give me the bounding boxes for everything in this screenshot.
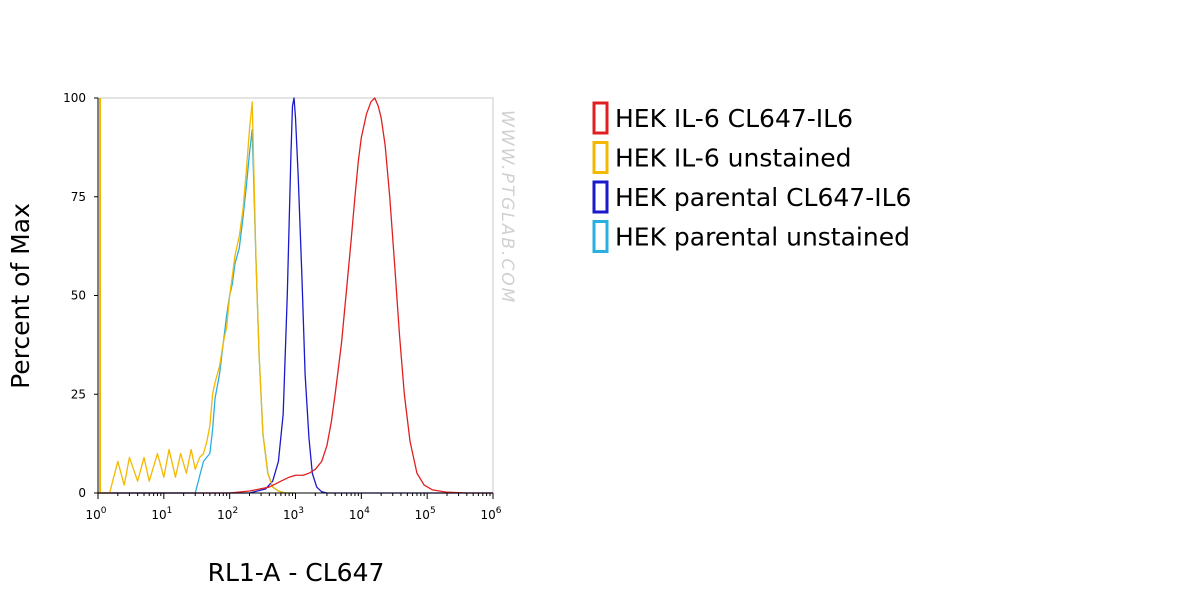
x-tick-label: 103 bbox=[283, 506, 304, 522]
axis-layer bbox=[97, 98, 493, 494]
legend-label: HEK IL-6 unstained bbox=[615, 144, 852, 173]
x-tick-base: 10 bbox=[217, 508, 232, 522]
y-tick-label: 75 bbox=[71, 190, 86, 204]
x-tick-layer: 100 101 102 103 104 105 106 bbox=[85, 493, 502, 522]
x-tick-exponent: 5 bbox=[430, 506, 436, 516]
series-line-0 bbox=[98, 97, 493, 494]
legend-swatch bbox=[592, 141, 609, 174]
x-tick-exponent: 1 bbox=[167, 506, 173, 516]
y-tick-label: 0 bbox=[78, 486, 86, 500]
x-tick-exponent: 2 bbox=[232, 506, 238, 516]
x-tick-base: 10 bbox=[415, 508, 430, 522]
plot-area bbox=[97, 97, 494, 494]
x-tick-label: 102 bbox=[217, 506, 238, 522]
series-line-1 bbox=[98, 101, 296, 494]
x-tick-base: 10 bbox=[151, 508, 166, 522]
x-tick-label: 106 bbox=[480, 506, 501, 522]
x-tick-exponent: 6 bbox=[496, 506, 502, 516]
x-axis-title: RL1-A - CL647 bbox=[208, 558, 385, 587]
legend-swatch bbox=[592, 101, 609, 135]
y-tick-label: 25 bbox=[71, 387, 86, 401]
legend: HEK IL-6 CL647-IL6 HEK IL-6 unstained HEK … bbox=[592, 101, 911, 253]
legend-swatch bbox=[592, 180, 609, 214]
watermark: WWW.PTGLAB.COM bbox=[497, 110, 517, 304]
x-tick-base: 10 bbox=[480, 508, 495, 522]
y-axis-title: Percent of Max bbox=[6, 203, 35, 389]
x-tick-base: 10 bbox=[283, 508, 298, 522]
series-line-3 bbox=[98, 128, 296, 494]
x-tick-base: 10 bbox=[85, 508, 100, 522]
series-line-2 bbox=[98, 97, 493, 494]
legend-label: HEK IL-6 CL647-IL6 bbox=[615, 104, 853, 133]
x-tick-label: 101 bbox=[151, 506, 172, 522]
x-tick-exponent: 3 bbox=[298, 506, 304, 516]
plot-frame bbox=[97, 97, 494, 494]
x-tick-base: 10 bbox=[349, 508, 364, 522]
x-tick-label: 105 bbox=[415, 506, 436, 522]
y-tick-label: 100 bbox=[63, 91, 86, 105]
x-tick-label: 104 bbox=[349, 506, 370, 522]
x-tick-exponent: 0 bbox=[101, 506, 107, 516]
legend-label: HEK parental CL647-IL6 bbox=[615, 183, 911, 212]
series-layer bbox=[98, 97, 493, 494]
y-tick-layer: 0 25 50 75 100 bbox=[63, 91, 98, 500]
legend-label: HEK parental unstained bbox=[615, 223, 910, 252]
legend-swatch bbox=[592, 220, 609, 253]
y-tick-label: 50 bbox=[71, 289, 86, 303]
x-tick-exponent: 4 bbox=[364, 506, 370, 516]
x-tick-label: 100 bbox=[85, 506, 106, 522]
